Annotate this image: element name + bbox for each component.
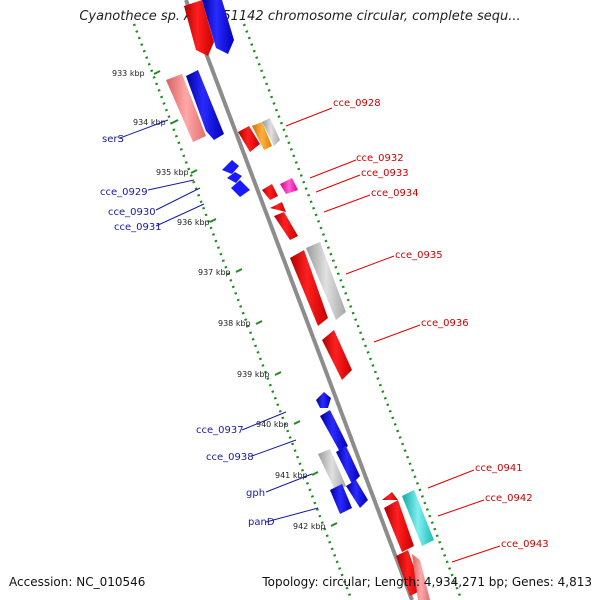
label-cce-0937[interactable]: cce_0937	[196, 425, 244, 436]
gene-top-pair[interactable]	[184, 0, 234, 56]
forward-leader-lines	[285, 107, 501, 563]
kbp-label-935: 935 kbp	[156, 168, 189, 177]
label-cce-0943[interactable]: cce_0943	[501, 539, 549, 550]
reverse-leader-lines	[119, 119, 319, 523]
gene-cce-0935[interactable]	[290, 242, 346, 326]
label-cce-0932[interactable]: cce_0932	[356, 153, 404, 164]
gene-gph[interactable]	[318, 446, 360, 492]
kbp-label-939: 939 kbp	[237, 370, 270, 379]
chromosome-backbone	[184, 0, 414, 600]
gene-cce-0941[interactable]	[382, 492, 398, 500]
label-cce-0928[interactable]: cce_0928	[333, 98, 381, 109]
gene-cce-0934[interactable]	[270, 202, 298, 240]
kbp-label-934: 934 kbp	[133, 118, 166, 127]
topology-text: Topology: circular; Length: 4,934,271 bp…	[262, 575, 592, 589]
accession-text: Accession: NC_010546	[9, 575, 146, 589]
kbp-label-933: 933 kbp	[112, 69, 145, 78]
gene-serS[interactable]	[166, 70, 224, 142]
kbp-label-936: 936 kbp	[177, 218, 210, 227]
kbp-label-942: 942 kbp	[293, 522, 326, 531]
label-cce-0942[interactable]: cce_0942	[485, 493, 533, 504]
outer-tick-ring	[242, 23, 462, 597]
gene-cce-0937[interactable]	[316, 392, 331, 408]
gene-cce-0928[interactable]	[238, 118, 280, 152]
label-cce-0936[interactable]: cce_0936	[421, 318, 469, 329]
gene-cce-0929[interactable]	[222, 160, 239, 174]
label-cce-0934[interactable]: cce_0934	[371, 188, 419, 199]
gene-cce-0930[interactable]	[227, 172, 242, 183]
gene-panD[interactable]	[330, 480, 368, 514]
label-cce-0938[interactable]: cce_0938	[206, 452, 254, 463]
label-serS[interactable]: serS	[102, 134, 124, 145]
gene-cce-0931[interactable]	[231, 180, 250, 197]
label-cce-0929[interactable]: cce_0929	[100, 187, 148, 198]
kbp-label-941: 941 kbp	[275, 471, 308, 480]
kbp-label-937: 937 kbp	[198, 268, 231, 277]
kbp-tick-marks	[153, 70, 338, 527]
label-cce-0933[interactable]: cce_0933	[361, 168, 409, 179]
kbp-label-938: 938 kbp	[218, 319, 251, 328]
gene-cce-0936[interactable]	[322, 330, 352, 380]
label-cce-0931[interactable]: cce_0931	[114, 222, 162, 233]
label-cce-0941[interactable]: cce_0941	[475, 463, 523, 474]
gene-cce-0943[interactable]	[396, 550, 430, 600]
gene-cce-0942[interactable]	[384, 490, 434, 552]
label-gph[interactable]: gph	[246, 488, 265, 499]
gene-cce-0938[interactable]	[320, 410, 348, 452]
label-panD[interactable]: panD	[248, 517, 275, 528]
label-cce-0935[interactable]: cce_0935	[395, 250, 443, 261]
label-cce-0930[interactable]: cce_0930	[108, 207, 156, 218]
kbp-label-940: 940 kbp	[256, 420, 289, 429]
gene-cce-0933[interactable]	[280, 178, 298, 194]
gene-cce-0932[interactable]	[262, 184, 278, 200]
